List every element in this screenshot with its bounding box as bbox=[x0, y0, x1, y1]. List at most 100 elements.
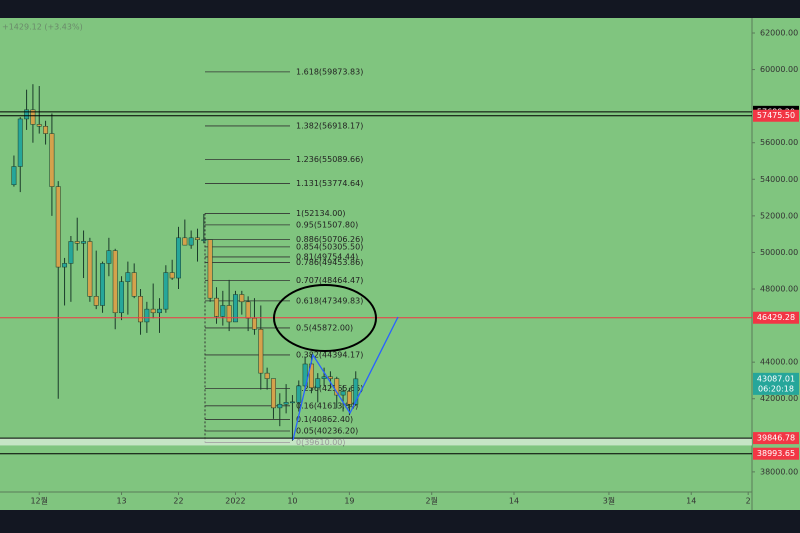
change-text: +1429.12 (+3.43%) bbox=[2, 23, 83, 32]
candle-body bbox=[346, 391, 352, 405]
candle-body bbox=[74, 241, 80, 244]
candle-body bbox=[207, 239, 213, 299]
candle-body bbox=[334, 378, 340, 396]
price-label-box bbox=[753, 311, 799, 324]
candle-body bbox=[245, 301, 251, 319]
candle-body bbox=[214, 297, 219, 317]
candle-body bbox=[131, 272, 137, 297]
candle-body bbox=[100, 263, 105, 306]
candle-body bbox=[17, 118, 23, 167]
fib-label: 0.5(45872.00) bbox=[296, 323, 353, 332]
fib-label: 0.854(50305.50) bbox=[296, 242, 363, 251]
countdown: 06:20:18 bbox=[758, 384, 794, 393]
fib-label: 1.131(53774.64) bbox=[296, 179, 363, 188]
x-tick-label: 14 bbox=[686, 497, 696, 506]
candle-body bbox=[81, 241, 87, 244]
candle-body bbox=[106, 250, 112, 264]
x-tick-label: 19 bbox=[344, 497, 354, 506]
trend-drawing bbox=[292, 316, 399, 441]
candle-body bbox=[188, 237, 194, 246]
candle-body bbox=[24, 109, 30, 120]
y-tick-label: 42000.00 bbox=[760, 394, 798, 403]
candle-body bbox=[195, 237, 200, 240]
fib-label: 0.16(41613.84) bbox=[296, 401, 358, 410]
fib-label: 1.618(59873.83) bbox=[296, 67, 363, 76]
candle-body bbox=[112, 250, 118, 314]
y-tick-label: 50000.00 bbox=[760, 248, 798, 257]
fib-label: 0.382(44394.17) bbox=[296, 350, 363, 359]
candle-body bbox=[87, 241, 93, 297]
fib-label: 0.95(51507.80) bbox=[296, 220, 358, 229]
fib-label: 1.382(56918.17) bbox=[296, 121, 363, 130]
candle-body bbox=[201, 239, 207, 241]
candle-body bbox=[163, 272, 169, 310]
candle-body bbox=[68, 241, 74, 264]
x-tick-label: 13 bbox=[116, 497, 126, 506]
candle-body bbox=[119, 281, 124, 314]
x-tick-label: 22 bbox=[173, 497, 183, 506]
y-tick-label: 60000.00 bbox=[760, 65, 798, 74]
candle-body bbox=[296, 385, 302, 403]
candle-body bbox=[315, 378, 321, 389]
price-label-box bbox=[753, 447, 799, 460]
candle-body bbox=[182, 237, 188, 246]
candle-body bbox=[55, 186, 61, 268]
candle-body bbox=[138, 296, 143, 323]
price-label-box bbox=[753, 432, 799, 445]
candle-body bbox=[340, 391, 346, 396]
candle-body bbox=[36, 124, 42, 127]
price-label: 57475.50 bbox=[757, 111, 795, 120]
candle-body bbox=[252, 318, 257, 330]
x-tick-label: 2022 bbox=[225, 497, 245, 506]
candle-body bbox=[93, 296, 99, 306]
candle-body bbox=[169, 272, 175, 279]
last-price-label: 43087.01 bbox=[757, 374, 795, 383]
candle-body bbox=[277, 403, 283, 409]
candle-body bbox=[327, 376, 333, 379]
candle-body bbox=[258, 328, 264, 374]
x-tick-label: 2월 bbox=[425, 496, 437, 506]
plot-background bbox=[0, 18, 800, 510]
candle-body bbox=[144, 308, 150, 323]
fib-label: 1(52134.00) bbox=[296, 209, 346, 218]
fib-label: 1.236(55089.66) bbox=[296, 155, 363, 164]
candle-body bbox=[233, 294, 238, 323]
price-label: 39846.78 bbox=[757, 434, 795, 443]
candle-body bbox=[239, 294, 245, 303]
fib-label: 0.618(47349.83) bbox=[296, 296, 363, 305]
fib-label: 0.886(50706.26) bbox=[296, 235, 363, 244]
candle-body bbox=[264, 372, 270, 379]
candle-body bbox=[353, 378, 359, 405]
candle-body bbox=[30, 109, 36, 125]
price-label-box bbox=[753, 109, 799, 122]
x-tick-label: 2 bbox=[746, 497, 751, 506]
fib-label: 0.236(42565.66) bbox=[296, 384, 363, 393]
fib-label: 0.1(40862.40) bbox=[296, 415, 353, 424]
y-tick-label: 48000.00 bbox=[760, 285, 798, 294]
price-label: 46429.28 bbox=[757, 313, 795, 322]
candle-body bbox=[49, 133, 55, 187]
zone bbox=[0, 438, 752, 446]
candle-body bbox=[150, 308, 156, 314]
x-tick-label: 14 bbox=[509, 497, 519, 506]
candle-body bbox=[11, 166, 17, 186]
candle-body bbox=[226, 305, 232, 323]
candle-body bbox=[283, 402, 289, 405]
candle-body bbox=[43, 126, 49, 134]
y-tick-label: 62000.00 bbox=[760, 28, 798, 37]
y-tick-label: 52000.00 bbox=[760, 211, 798, 220]
fib-label: 0.05(40236.20) bbox=[296, 426, 358, 435]
x-tick-label: 10 bbox=[287, 497, 297, 506]
candle-body bbox=[271, 378, 276, 409]
fib-label: 0.786(49453.86) bbox=[296, 258, 363, 267]
candle-body bbox=[62, 263, 68, 268]
layer: 62000.00 60000.00 56000.00 54000.00 52000.00… bbox=[0, 28, 799, 506]
fib-label: 0.81(49754.44) bbox=[296, 252, 358, 261]
y-tick-label: 38000.00 bbox=[760, 467, 798, 476]
candle-body bbox=[220, 305, 226, 317]
candle-body bbox=[176, 237, 181, 279]
x-tick-label: 3월 bbox=[603, 496, 615, 506]
x-tick-label: 12월 bbox=[30, 496, 48, 506]
